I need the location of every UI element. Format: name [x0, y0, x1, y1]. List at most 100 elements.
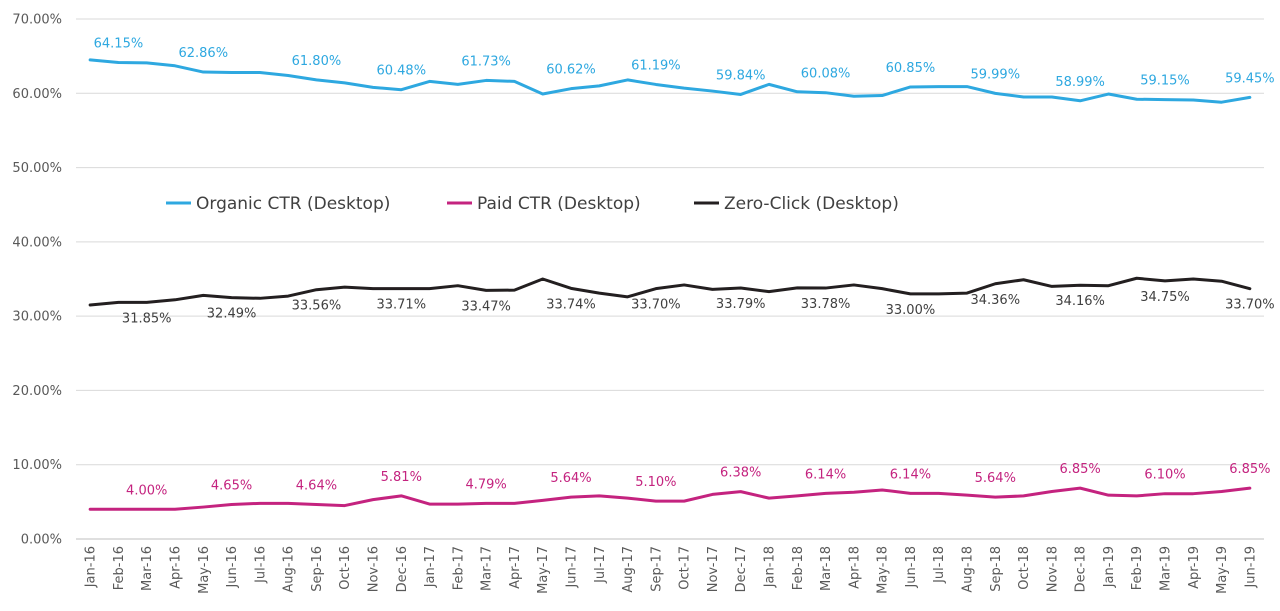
x-tick-label: Mar-19	[1159, 546, 1174, 591]
x-tick-label: May-17	[536, 546, 551, 594]
data-label: 6.85%	[1229, 462, 1270, 477]
data-label: 4.64%	[296, 479, 337, 494]
x-tick-label: Sep-16	[310, 546, 325, 592]
x-tick-label: Apr-17	[508, 546, 523, 589]
x-tick-label: Mar-16	[140, 546, 155, 591]
x-tick-label: Aug-18	[961, 546, 976, 593]
x-tick-label: Aug-16	[282, 546, 297, 593]
data-label: 60.48%	[376, 64, 426, 79]
series-lines	[88, 58, 1252, 511]
data-label: 34.16%	[1055, 294, 1105, 309]
data-label: 34.75%	[1140, 290, 1190, 305]
x-tick-label: Jan-16	[84, 546, 99, 588]
x-tick-label: Jun-17	[565, 546, 580, 589]
data-label: 59.45%	[1225, 71, 1275, 86]
x-tick-label: Sep-18	[989, 546, 1004, 592]
x-tick-label: May-16	[197, 546, 212, 594]
x-tick-label: Jun-16	[225, 546, 240, 589]
data-label: 64.15%	[94, 36, 144, 51]
data-label: 5.64%	[550, 471, 591, 486]
x-tick-label: Mar-18	[819, 546, 834, 591]
x-tick-label: Jul-17	[593, 546, 608, 584]
x-tick-label: Jun-19	[1243, 546, 1258, 589]
x-tick-label: Oct-16	[338, 546, 353, 590]
data-label: 33.79%	[716, 297, 766, 312]
data-label: 59.15%	[1140, 74, 1190, 89]
x-tick-label: Nov-17	[706, 546, 721, 592]
x-tick-label: Jul-16	[253, 546, 268, 584]
data-label: 62.86%	[178, 46, 228, 61]
x-tick-label: May-18	[876, 546, 891, 594]
y-axis-tick-labels: 0.00% 10.00% 20.00% 30.00% 40.00% 50.00% 60.00…	[12, 13, 62, 548]
data-label: 4.00%	[126, 483, 167, 498]
y-tick-label: 30.00%	[12, 310, 62, 325]
data-label: 33.74%	[546, 297, 596, 312]
legend-label: Organic CTR (Desktop)	[196, 194, 390, 214]
legend: Organic CTR (Desktop) Paid CTR (Desktop) Z…	[166, 194, 899, 214]
x-tick-label: Feb-16	[112, 546, 127, 590]
data-label: 32.49%	[207, 307, 257, 322]
data-label: 5.64%	[975, 471, 1016, 486]
data-label: 33.56%	[292, 299, 342, 314]
x-tick-label: Jan-19	[1102, 546, 1117, 588]
x-tick-label: May-19	[1215, 546, 1230, 594]
y-tick-label: 10.00%	[12, 458, 62, 473]
x-tick-label: Sep-17	[649, 546, 664, 592]
data-label: 33.71%	[376, 298, 426, 313]
data-label: 33.78%	[801, 297, 851, 312]
x-tick-label: Oct-18	[1017, 546, 1032, 590]
data-label: 33.47%	[461, 299, 511, 314]
x-tick-label: Mar-17	[480, 546, 495, 591]
x-tick-label: Apr-16	[169, 546, 184, 589]
x-tick-label: Aug-17	[621, 546, 636, 593]
data-label: 60.62%	[546, 63, 596, 78]
x-tick-label: Dec-18	[1074, 546, 1089, 592]
x-tick-label: Feb-17	[451, 546, 466, 590]
data-label: 33.00%	[886, 303, 936, 318]
data-label: 33.70%	[631, 298, 681, 313]
data-label: 4.65%	[211, 478, 252, 493]
y-tick-label: 40.00%	[12, 235, 62, 250]
y-tick-label: 70.00%	[12, 13, 62, 28]
x-tick-label: Dec-16	[395, 546, 410, 592]
data-labels: 64.15% 62.86% 61.80% 60.48% 61.73% 60.62% 61.1…	[94, 36, 1275, 498]
x-tick-label: Jan-18	[763, 546, 778, 588]
data-label: 6.38%	[720, 466, 761, 481]
data-label: 33.70%	[1225, 298, 1275, 313]
data-label: 6.85%	[1059, 462, 1100, 477]
data-label: 59.84%	[716, 68, 766, 83]
x-tick-label: Jul-18	[932, 546, 947, 584]
data-label: 61.73%	[461, 54, 511, 69]
y-tick-label: 20.00%	[12, 384, 62, 399]
legend-label: Zero-Click (Desktop)	[724, 194, 899, 214]
data-label: 6.14%	[890, 467, 931, 482]
data-label: 6.10%	[1144, 468, 1185, 483]
x-tick-label: Jun-18	[904, 546, 919, 589]
data-label: 60.08%	[801, 67, 851, 82]
x-tick-label: Jan-17	[423, 546, 438, 588]
x-tick-label: Oct-17	[678, 546, 693, 590]
data-label: 61.19%	[631, 58, 681, 73]
x-tick-label: Apr-18	[847, 546, 862, 589]
data-label: 31.85%	[122, 311, 172, 326]
data-label: 58.99%	[1055, 75, 1105, 90]
x-tick-label: Nov-16	[367, 546, 382, 592]
series-line	[88, 486, 1252, 511]
x-tick-label: Feb-18	[791, 546, 806, 590]
data-label: 6.14%	[805, 467, 846, 482]
x-tick-label: Apr-19	[1187, 546, 1202, 589]
y-tick-label: 0.00%	[21, 533, 62, 548]
y-tick-label: 60.00%	[12, 87, 62, 102]
data-label: 4.79%	[465, 477, 506, 492]
series-line	[88, 276, 1252, 307]
data-label: 5.81%	[381, 470, 422, 485]
legend-label: Paid CTR (Desktop)	[477, 194, 641, 214]
data-label: 59.99%	[970, 67, 1020, 82]
series-line	[88, 58, 1252, 104]
data-label: 5.10%	[635, 475, 676, 490]
y-tick-label: 50.00%	[12, 161, 62, 176]
x-tick-label: Nov-18	[1045, 546, 1060, 592]
data-label: 60.85%	[886, 61, 936, 76]
x-tick-label: Dec-17	[734, 546, 749, 592]
